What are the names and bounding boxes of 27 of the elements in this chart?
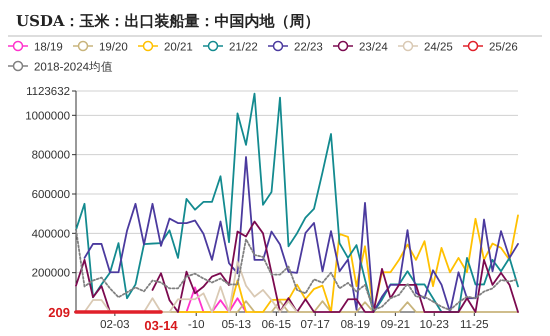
x-tick-label: 02-03 — [100, 319, 130, 331]
legend-label: 19/20 — [99, 42, 128, 54]
x-tick-label: -10 — [188, 319, 205, 331]
chart-title: USDA：玉米：出口装船量：中国内地（周） — [16, 12, 320, 30]
x-tick-label: 07-17 — [300, 319, 330, 331]
x-tick-label: 08-19 — [340, 319, 370, 331]
y-tick-label: 400000 — [32, 228, 70, 240]
x-tick-label: 10-23 — [420, 319, 449, 331]
x-tick-label: 11-25 — [460, 319, 489, 331]
legend-label: 18/19 — [34, 42, 63, 54]
legend-label: 23/24 — [359, 42, 388, 54]
y-tick-label: 200000 — [32, 268, 70, 280]
legend-label: 22/23 — [294, 42, 323, 54]
legend-label: 20/21 — [164, 42, 193, 54]
legend-label: 24/25 — [424, 42, 453, 54]
x-tick-label: 06-15 — [262, 319, 292, 331]
legend-label: 21/22 — [229, 42, 258, 54]
x-tick-label: 09-21 — [380, 319, 410, 331]
y-tick-label: 800000 — [32, 150, 70, 162]
legend-label: 2018-2024均值 — [34, 60, 113, 74]
text: 03-14 — [144, 318, 178, 333]
y-tick-label: 1123632 — [26, 86, 70, 98]
legend-label: 25/26 — [489, 42, 518, 54]
x-tick-label: 05-13 — [222, 319, 251, 331]
y-tick-label: 1000000 — [25, 110, 70, 122]
text: 209 — [48, 304, 70, 320]
y-tick-label: 600000 — [32, 188, 70, 201]
